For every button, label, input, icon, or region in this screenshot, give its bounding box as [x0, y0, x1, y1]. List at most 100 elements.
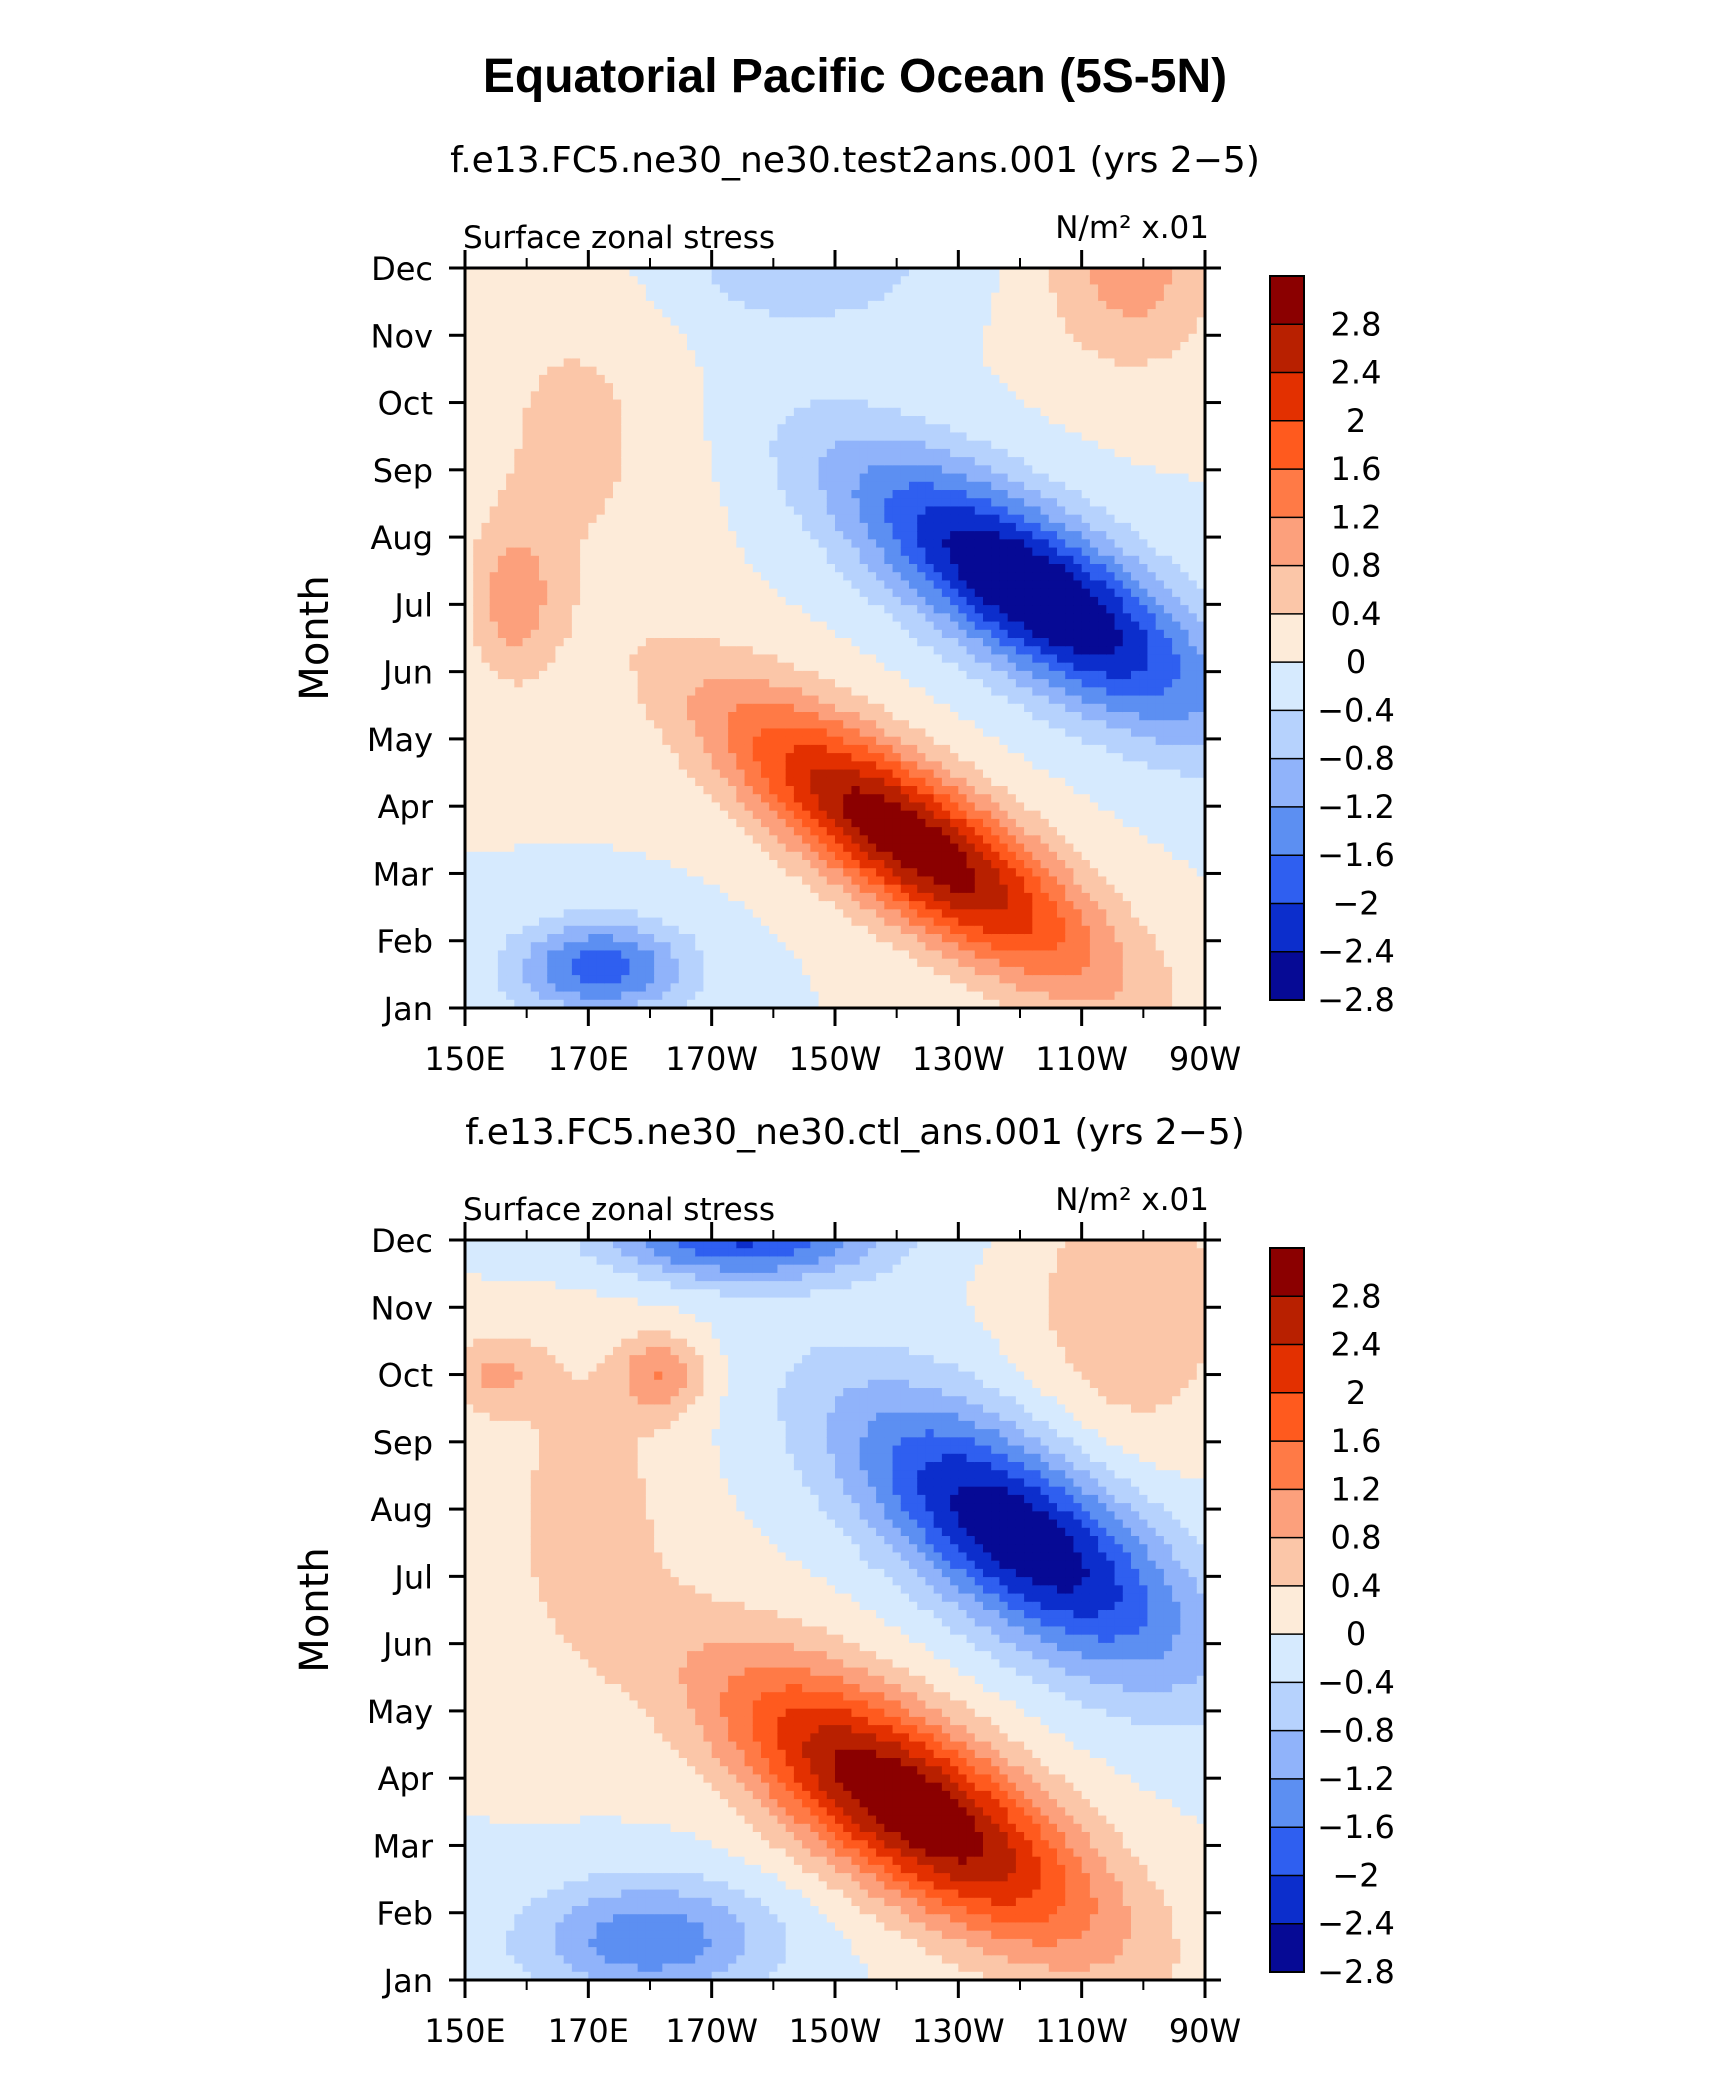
heatmap-cell [588, 268, 598, 277]
heatmap-cell [563, 621, 573, 631]
heatmap-cell [719, 679, 729, 688]
heatmap-cell [571, 465, 581, 475]
heatmap-cell [588, 925, 598, 935]
heatmap-cell [670, 818, 680, 828]
heatmap-cell [489, 925, 499, 935]
heatmap-cell [629, 802, 639, 812]
heatmap-cell [802, 605, 811, 614]
heatmap-cell [621, 868, 631, 878]
heatmap-cell [859, 539, 869, 549]
heatmap-cell [843, 703, 853, 713]
heatmap-cell [802, 407, 811, 417]
heatmap-cell [489, 728, 499, 738]
heatmap-cell [892, 596, 902, 606]
heatmap-cell [645, 284, 655, 294]
heatmap-cell [909, 580, 918, 590]
heatmap-cell [785, 588, 795, 598]
heatmap-cell [613, 374, 622, 384]
heatmap-cell [506, 309, 515, 318]
heatmap-cell [506, 424, 515, 434]
heatmap-cell [670, 975, 680, 984]
heatmap-cell [514, 465, 524, 475]
heatmap-cell [489, 473, 499, 483]
heatmap-cell [530, 958, 540, 968]
heatmap-cell [629, 309, 639, 318]
heatmap-cell [719, 670, 729, 680]
heatmap-cell [793, 744, 803, 754]
heatmap-cell [810, 539, 820, 549]
heatmap-cell [703, 448, 713, 458]
heatmap-cell [596, 703, 606, 713]
heatmap-cell [514, 917, 524, 927]
heatmap-cell [851, 580, 861, 590]
heatmap-cell [530, 333, 540, 343]
heatmap-cell [654, 383, 663, 392]
heatmap-cell [826, 350, 836, 360]
heatmap-cell [818, 547, 828, 557]
heatmap-cell [719, 843, 729, 853]
heatmap-cell [867, 942, 877, 952]
heatmap-cell [843, 613, 853, 623]
heatmap-cell [761, 925, 770, 935]
heatmap-cell [662, 761, 672, 771]
heatmap-cell [810, 769, 820, 779]
heatmap-cell [489, 892, 499, 902]
heatmap-cell [654, 547, 663, 557]
heatmap-cell [835, 383, 844, 392]
heatmap-cell [629, 366, 639, 376]
heatmap-cell [719, 818, 729, 828]
heatmap-cell [637, 917, 647, 927]
heatmap-cell [613, 646, 622, 656]
heatmap-cell [497, 547, 507, 557]
heatmap-cell [662, 769, 672, 779]
heatmap-cell [621, 366, 631, 376]
heatmap-cell [547, 720, 557, 730]
heatmap-cell [802, 934, 811, 943]
heatmap-cell [687, 925, 696, 935]
heatmap-cell [596, 753, 606, 762]
heatmap-cell [678, 465, 688, 475]
heatmap-cell [810, 810, 820, 820]
heatmap-cell [489, 522, 499, 532]
heatmap-cell [571, 892, 581, 902]
heatmap-cell [728, 942, 737, 952]
panel-title: f.e13.FC5.ne30_ne30.test2ans.001 (yrs 2−… [450, 140, 1260, 181]
heatmap-cell [637, 975, 647, 984]
heatmap-cell [563, 983, 573, 993]
heatmap-cell [793, 654, 803, 664]
heatmap-cell [539, 695, 548, 705]
heatmap-cell [802, 818, 811, 828]
heatmap-cell [892, 366, 902, 376]
heatmap-cell [761, 679, 770, 688]
heatmap-cell [563, 712, 573, 721]
heatmap-cell [851, 736, 861, 746]
heatmap-cell [744, 374, 754, 384]
heatmap-cell [859, 268, 869, 277]
heatmap-cell [769, 605, 779, 614]
heatmap-cell [695, 818, 705, 828]
heatmap-cell [522, 580, 532, 590]
heatmap-cell [703, 991, 713, 1001]
heatmap-cell [719, 810, 729, 820]
heatmap-cell [810, 687, 820, 697]
heatmap-cell [571, 506, 581, 516]
heatmap-cell [818, 753, 828, 762]
heatmap-cell [678, 383, 688, 392]
heatmap-cell [571, 679, 581, 688]
heatmap-cell [473, 448, 483, 458]
heatmap-cell [802, 457, 811, 466]
heatmap-cell [859, 679, 869, 688]
heatmap-cell [703, 613, 713, 623]
heatmap-cell [777, 580, 787, 590]
heatmap-cell [555, 999, 565, 1009]
heatmap-cell [473, 374, 483, 384]
heatmap-cell [604, 457, 614, 466]
heatmap-cell [654, 309, 663, 318]
heatmap-cell [736, 473, 746, 483]
heatmap-cell [539, 350, 548, 360]
heatmap-cell [876, 695, 885, 705]
heatmap-cell [736, 621, 746, 631]
heatmap-cell [695, 284, 705, 294]
heatmap-cell [884, 358, 894, 368]
heatmap-cell [826, 498, 836, 508]
